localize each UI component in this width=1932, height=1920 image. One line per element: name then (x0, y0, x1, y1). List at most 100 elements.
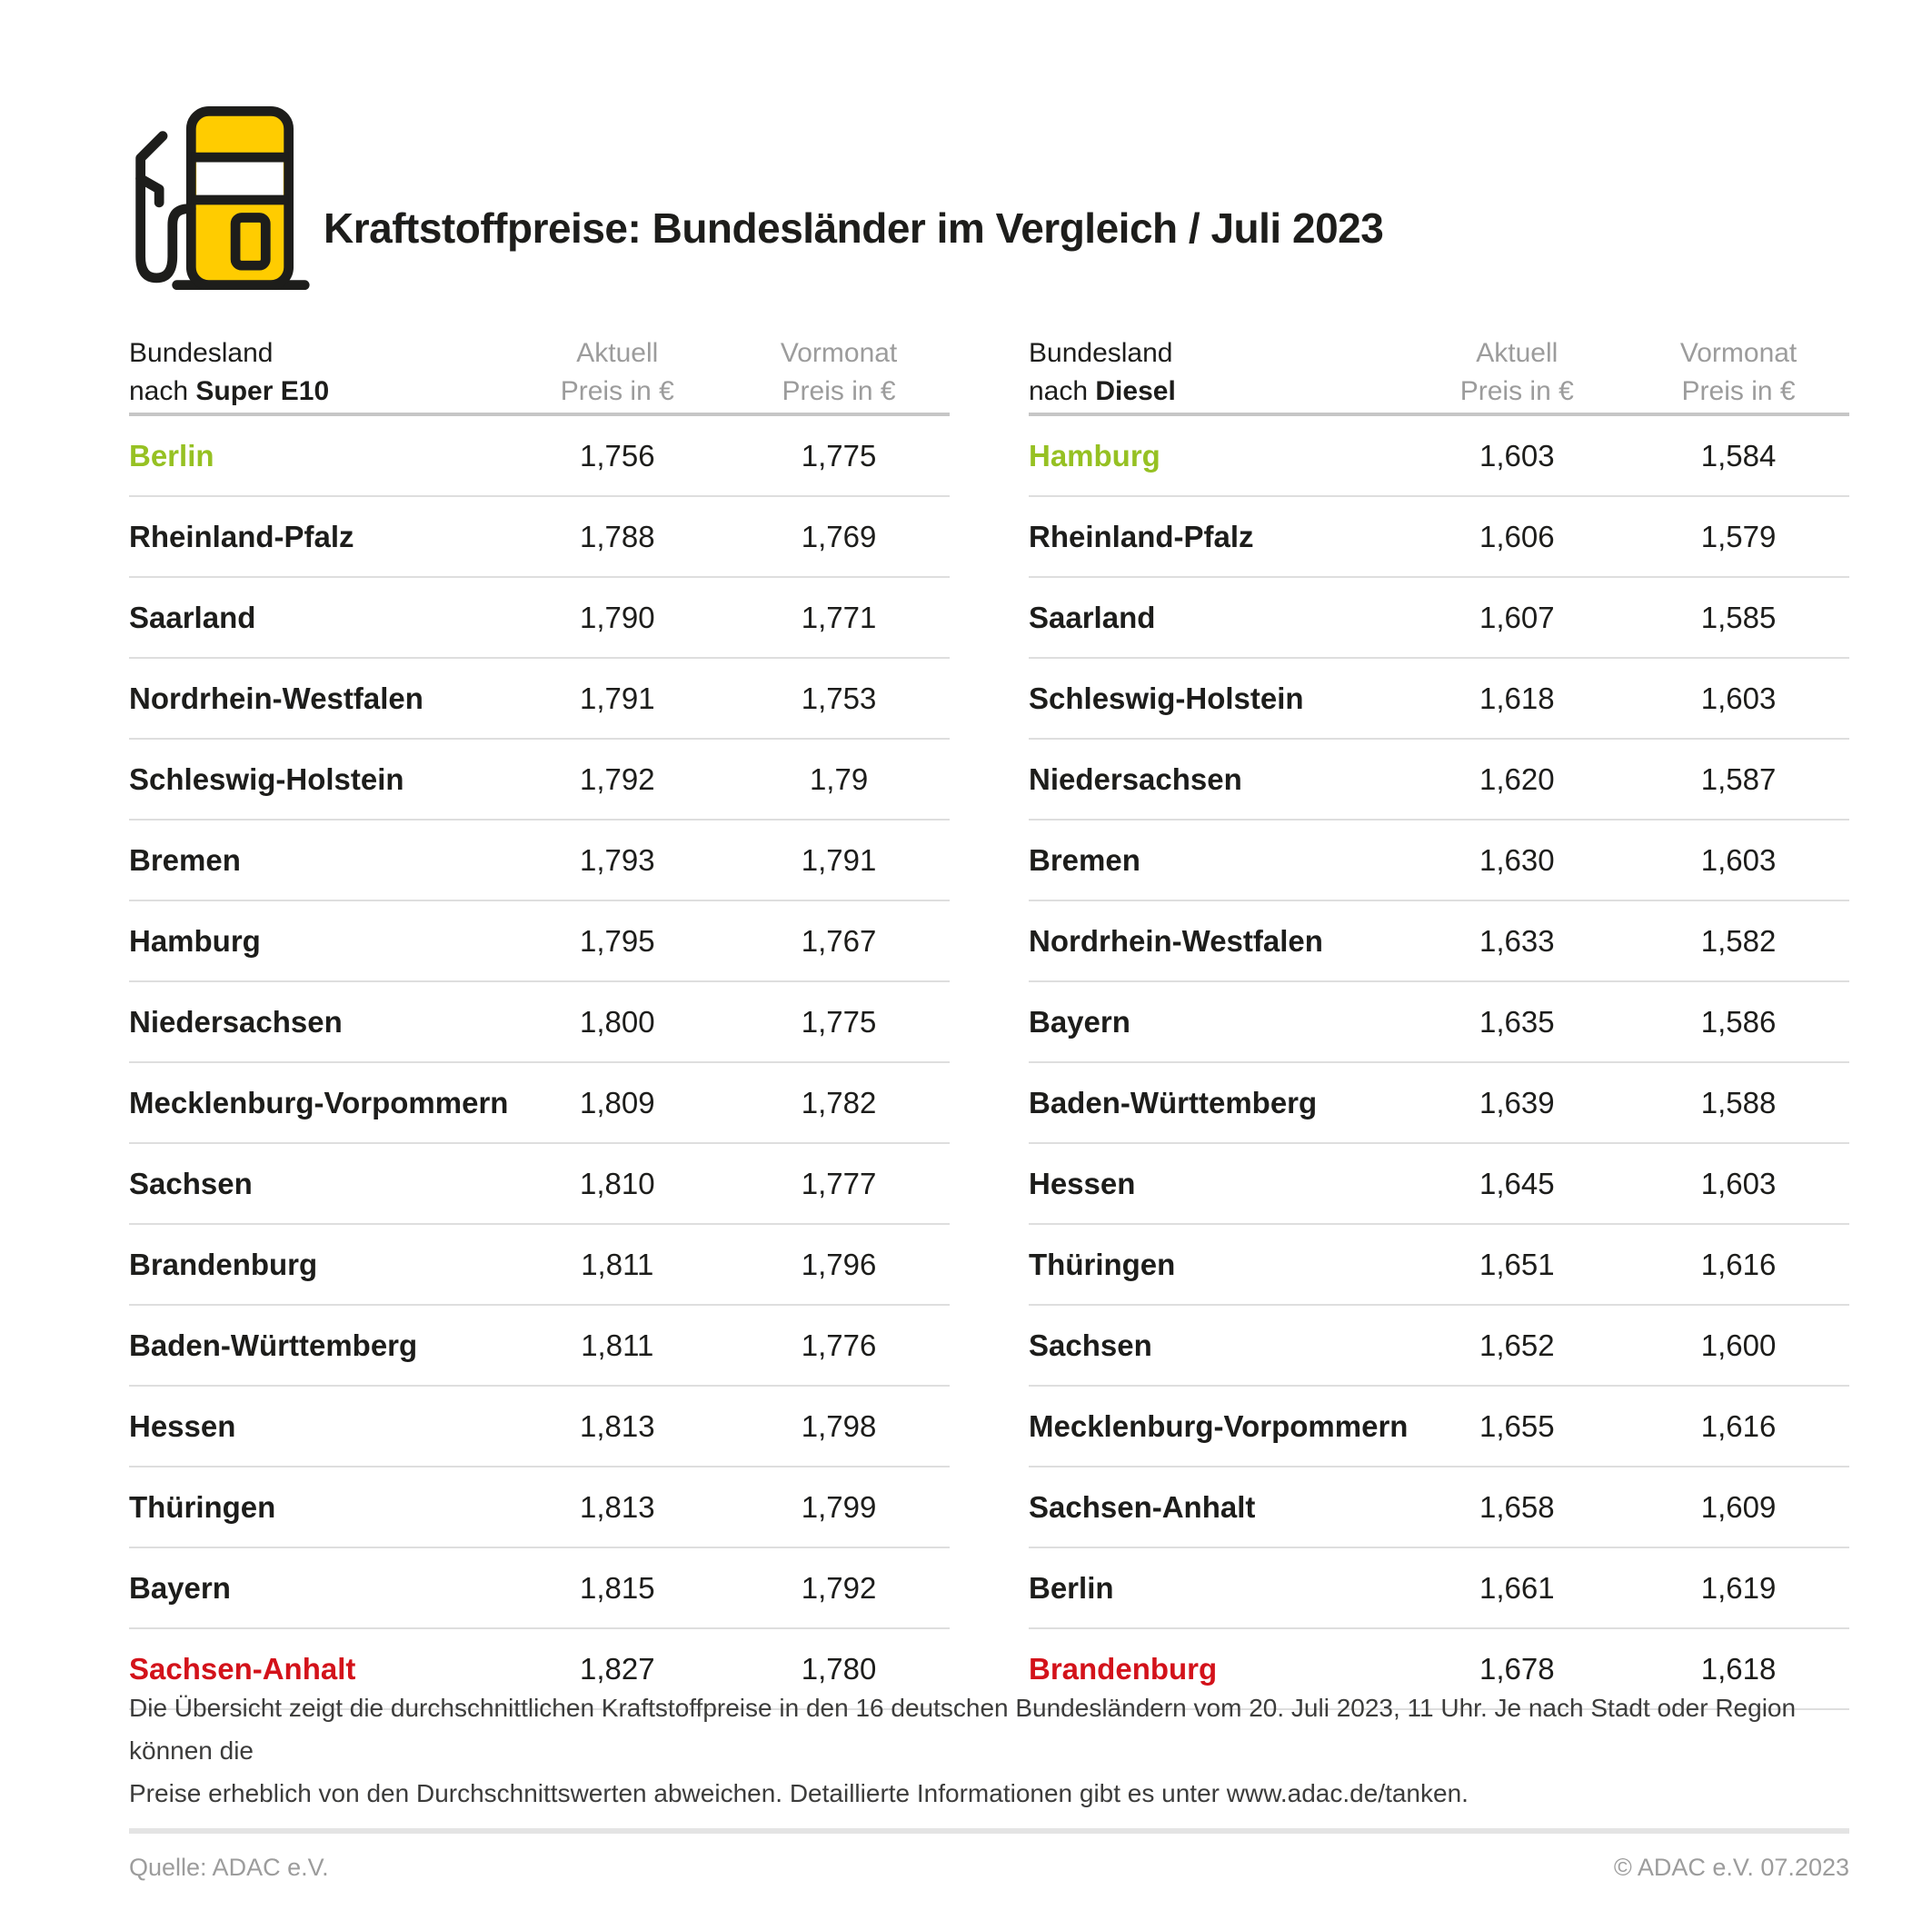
aktuell-value-cell: 1,815 (579, 1570, 655, 1605)
table-row: Rheinland-Pfalz 1,606 1,579 (1029, 497, 1849, 578)
vormonat-value-cell: 1,588 (1700, 1085, 1777, 1119)
table-row: Baden-Württemberg 1,811 1,776 (129, 1306, 950, 1387)
aktuell-value-cell: 1,678 (1479, 1651, 1555, 1686)
column-header-aktuell: Aktuell Preis in € (560, 338, 674, 406)
vormonat-value-cell: 1,616 (1700, 1247, 1777, 1281)
table-row: Bremen 1,793 1,791 (129, 821, 950, 901)
state-name-cell: Baden-Württemberg (1029, 1085, 1318, 1119)
page-title: Kraftstoffpreise: Bundesländer im Vergle… (324, 204, 1384, 252)
state-name-cell: Hamburg (1029, 438, 1160, 473)
state-name-cell: Berlin (129, 438, 214, 473)
aktuell-value-cell: 1,756 (579, 438, 655, 473)
vormonat-value-cell: 1,586 (1700, 1004, 1777, 1039)
vormonat-value-cell: 1,775 (801, 438, 877, 473)
state-name-cell: Niedersachsen (129, 1004, 343, 1039)
vormonat-value-cell: 1,600 (1700, 1328, 1777, 1362)
state-name-cell: Hamburg (129, 923, 261, 958)
state-name-cell: Bayern (1029, 1004, 1130, 1039)
state-name-cell: Saarland (129, 600, 256, 634)
vormonat-value-cell: 1,79 (809, 761, 869, 796)
vormonat-value-cell: 1,776 (801, 1328, 877, 1362)
fuel-type-label: Super E10 (195, 376, 330, 406)
vormonat-value-cell: 1,782 (801, 1085, 877, 1119)
table-row: Sachsen 1,810 1,777 (129, 1144, 950, 1225)
table-row: Schleswig-Holstein 1,618 1,603 (1029, 659, 1849, 740)
copyright-label: © ADAC e.V. 07.2023 (1613, 1854, 1849, 1881)
table-row: Brandenburg 1,678 1,618 (1029, 1629, 1849, 1710)
table-row: Rheinland-Pfalz 1,788 1,769 (129, 497, 950, 578)
aktuell-value-cell: 1,618 (1479, 681, 1555, 715)
vormonat-value-cell: 1,587 (1700, 761, 1777, 796)
aktuell-value-cell: 1,606 (1479, 519, 1555, 553)
table-row: Bremen 1,630 1,603 (1029, 821, 1849, 901)
aktuell-value-cell: 1,645 (1479, 1166, 1555, 1200)
state-name-cell: Baden-Württemberg (129, 1328, 418, 1362)
aktuell-value-cell: 1,655 (1479, 1408, 1555, 1443)
aktuell-value-cell: 1,793 (579, 842, 655, 877)
aktuell-value-cell: 1,661 (1479, 1570, 1555, 1605)
state-name-cell: Brandenburg (1029, 1651, 1218, 1686)
aktuell-value-cell: 1,651 (1479, 1247, 1555, 1281)
column-header-bundesland: Bundesland nach Super E10 (129, 338, 330, 406)
column-header-bundesland: Bundesland nach Diesel (1029, 338, 1176, 406)
table-row: Brandenburg 1,811 1,796 (129, 1225, 950, 1306)
table-row: Niedersachsen 1,620 1,587 (1029, 740, 1849, 821)
super-e10-table: Bundesland nach Super E10 Aktuell Preis … (129, 334, 950, 1710)
aktuell-value-cell: 1,791 (579, 681, 655, 715)
state-name-cell: Bremen (129, 842, 241, 877)
state-name-cell: Sachsen-Anhalt (129, 1651, 356, 1686)
table-row: Hamburg 1,603 1,584 (1029, 416, 1849, 497)
column-header-vormonat: Vormonat Preis in € (780, 338, 898, 406)
state-name-cell: Nordrhein-Westfalen (129, 681, 423, 715)
table-row: Nordrhein-Westfalen 1,633 1,582 (1029, 901, 1849, 982)
table-row: Thüringen 1,813 1,799 (129, 1467, 950, 1548)
aktuell-value-cell: 1,795 (579, 923, 655, 958)
vormonat-value-cell: 1,792 (801, 1570, 877, 1605)
footnote: Die Übersicht zeigt die durchschnittlich… (129, 1686, 1849, 1815)
aktuell-value-cell: 1,813 (579, 1489, 655, 1524)
footnote-line-2: Preise erheblich von den Durchschnittswe… (129, 1779, 1469, 1807)
vormonat-value-cell: 1,609 (1700, 1489, 1777, 1524)
state-name-cell: Berlin (1029, 1570, 1114, 1605)
vormonat-value-cell: 1,767 (801, 923, 877, 958)
diesel-table-body: Hamburg 1,603 1,584 Rheinland-Pfalz 1,60… (1029, 416, 1849, 1710)
vormonat-value-cell: 1,584 (1700, 438, 1777, 473)
aktuell-value-cell: 1,652 (1479, 1328, 1555, 1362)
vormonat-value-cell: 1,616 (1700, 1408, 1777, 1443)
vormonat-value-cell: 1,798 (801, 1408, 877, 1443)
table-row: Nordrhein-Westfalen 1,791 1,753 (129, 659, 950, 740)
aktuell-value-cell: 1,827 (579, 1651, 655, 1686)
aktuell-value-cell: 1,658 (1479, 1489, 1555, 1524)
aktuell-value-cell: 1,809 (579, 1085, 655, 1119)
table-row: Saarland 1,790 1,771 (129, 578, 950, 659)
state-name-cell: Brandenburg (129, 1247, 318, 1281)
aktuell-value-cell: 1,792 (579, 761, 655, 796)
state-name-cell: Bayern (129, 1570, 231, 1605)
table-row: Baden-Württemberg 1,639 1,588 (1029, 1063, 1849, 1144)
state-name-cell: Schleswig-Holstein (1029, 681, 1304, 715)
state-name-cell: Saarland (1029, 600, 1156, 634)
state-name-cell: Bremen (1029, 842, 1140, 877)
state-name-cell: Schleswig-Holstein (129, 761, 404, 796)
table-row: Sachsen 1,652 1,600 (1029, 1306, 1849, 1387)
state-name-cell: Rheinland-Pfalz (1029, 519, 1254, 553)
vormonat-value-cell: 1,780 (801, 1651, 877, 1686)
state-name-cell: Sachsen-Anhalt (1029, 1489, 1256, 1524)
fuel-pump-icon (135, 105, 310, 291)
aktuell-value-cell: 1,811 (581, 1247, 654, 1281)
table-row: Berlin 1,756 1,775 (129, 416, 950, 497)
vormonat-value-cell: 1,582 (1700, 923, 1777, 958)
vormonat-value-cell: 1,777 (801, 1166, 877, 1200)
table-row: Bayern 1,635 1,586 (1029, 982, 1849, 1063)
table-row: Berlin 1,661 1,619 (1029, 1548, 1849, 1629)
aktuell-value-cell: 1,788 (579, 519, 655, 553)
table-row: Sachsen-Anhalt 1,827 1,780 (129, 1629, 950, 1710)
aktuell-value-cell: 1,790 (579, 600, 655, 634)
vormonat-value-cell: 1,791 (801, 842, 877, 877)
state-name-cell: Hessen (1029, 1166, 1136, 1200)
state-name-cell: Niedersachsen (1029, 761, 1242, 796)
column-header-aktuell: Aktuell Preis in € (1459, 338, 1574, 406)
aktuell-value-cell: 1,810 (579, 1166, 655, 1200)
diesel-table-header: Bundesland nach Diesel Aktuell Preis in … (1029, 334, 1849, 416)
vormonat-value-cell: 1,585 (1700, 600, 1777, 634)
